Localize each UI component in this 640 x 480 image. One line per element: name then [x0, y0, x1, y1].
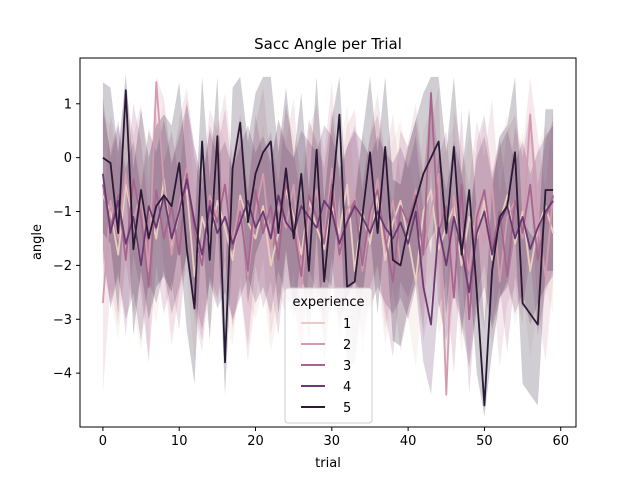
series-3-line	[102, 92, 554, 321]
plot-area	[102, 74, 554, 417]
axes: 0 10 20 30 40 50 60 −4 −3 −2 −1 0 1	[53, 57, 577, 449]
y-tick-label: 1	[64, 97, 72, 112]
legend-label-4: 4	[343, 380, 351, 395]
legend-box	[284, 287, 373, 424]
x-axis-title: trial	[315, 456, 341, 471]
series-5-line	[102, 89, 554, 407]
x-tick-label: 20	[247, 434, 264, 449]
series-group	[102, 74, 554, 417]
series-4-line	[102, 173, 554, 326]
y-axis-title: angle	[30, 224, 45, 260]
chart-title: Sacc Angle per Trial	[254, 35, 402, 53]
legend-label-1: 1	[343, 317, 351, 332]
legend-label-2: 2	[343, 338, 351, 353]
y-tick-label: −1	[53, 205, 72, 220]
x-tick-label: 0	[99, 434, 107, 449]
y-tick-label: −3	[53, 313, 72, 328]
y-tick-label: −2	[53, 259, 72, 274]
x-tick-label: 40	[400, 434, 417, 449]
legend-label-5: 5	[343, 401, 351, 416]
x-tick-label: 10	[171, 434, 188, 449]
y-tick-label: 0	[64, 151, 72, 166]
x-tick-label: 50	[476, 434, 493, 449]
legend: experience 1 2 3 4 5	[284, 287, 373, 424]
legend-title: experience	[292, 295, 364, 310]
y-tick-label: −4	[53, 367, 72, 382]
x-tick-label: 60	[552, 434, 569, 449]
legend-label-3: 3	[343, 359, 351, 374]
x-tick-label: 30	[324, 434, 341, 449]
plot-frame	[79, 57, 577, 428]
